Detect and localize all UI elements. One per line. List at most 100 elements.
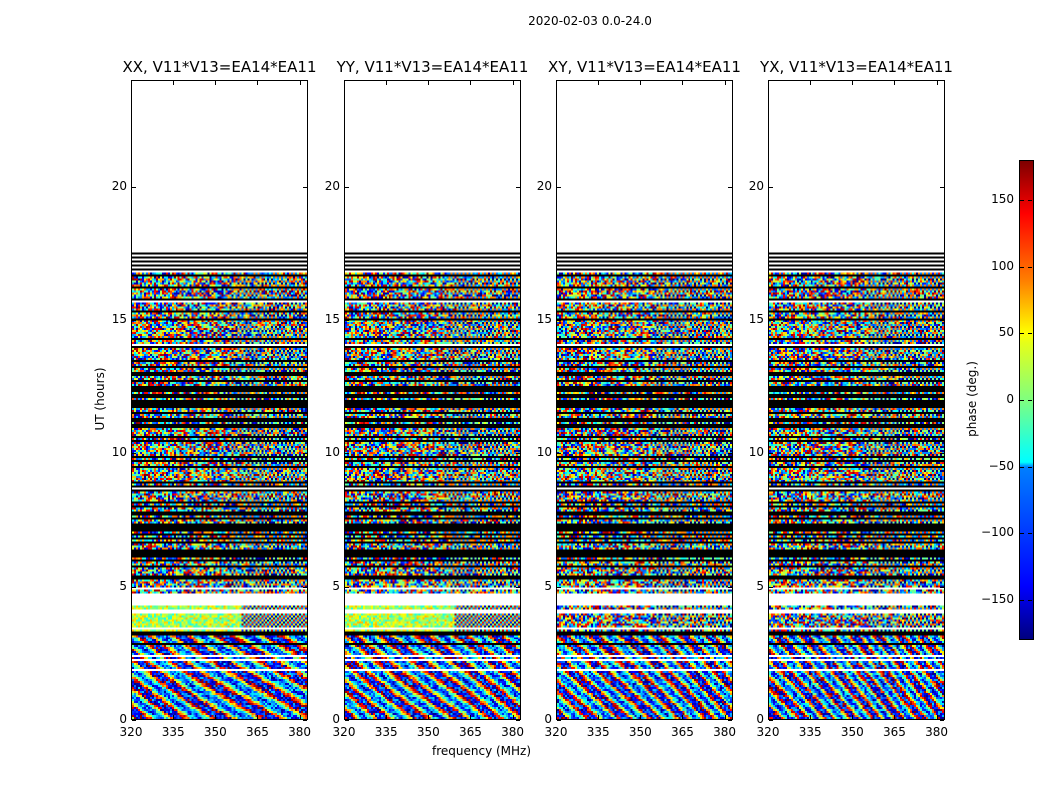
- x-tick-mark: [215, 81, 217, 85]
- y-tick-label: 0: [332, 712, 340, 726]
- x-tick-mark: [428, 715, 430, 719]
- y-tick-label: 0: [544, 712, 552, 726]
- y-tick-mark: [345, 320, 349, 321]
- y-tick-mark: [728, 453, 732, 455]
- x-tick-mark: [640, 715, 642, 719]
- y-tick-mark: [345, 453, 349, 455]
- y-tick-mark: [516, 720, 520, 721]
- figure-suptitle: 2020-02-03 0.0-24.0: [528, 14, 652, 28]
- y-tick-mark: [303, 720, 307, 721]
- colorbar-tick-mark: [1020, 533, 1033, 535]
- x-tick-label: 320: [332, 725, 356, 739]
- x-tick-mark: [682, 81, 684, 85]
- y-tick-label: 10: [324, 445, 340, 460]
- y-tick-mark: [345, 586, 349, 588]
- y-tick-mark: [769, 186, 773, 188]
- x-tick-label: 380: [925, 725, 949, 739]
- y-tick-mark: [728, 720, 732, 721]
- y-axis-label: UT (hours): [93, 367, 107, 431]
- x-tick-label: 365: [458, 725, 482, 739]
- x-tick-label: 350: [203, 725, 227, 739]
- x-tick-mark: [344, 715, 345, 719]
- x-tick-label: 380: [288, 725, 312, 739]
- y-tick-label: 0: [119, 712, 127, 726]
- y-tick-mark: [303, 320, 307, 321]
- x-tick-mark: [470, 715, 472, 719]
- y-tick-mark: [557, 453, 561, 455]
- x-tick-mark: [936, 81, 938, 85]
- x-tick-mark: [936, 715, 938, 719]
- y-tick-mark: [132, 586, 136, 588]
- y-tick-label: 10: [111, 445, 127, 460]
- phase-waterfall-panel: [768, 80, 945, 720]
- y-tick-mark: [940, 186, 944, 188]
- y-tick-mark: [557, 320, 561, 321]
- y-tick-mark: [769, 453, 773, 455]
- x-tick-mark: [299, 81, 301, 85]
- y-tick-mark: [345, 186, 349, 188]
- x-tick-mark: [386, 715, 388, 719]
- y-tick-label: 15: [111, 312, 127, 326]
- x-tick-label: 320: [544, 725, 568, 739]
- y-tick-label: 10: [536, 445, 552, 460]
- x-tick-mark: [386, 81, 388, 85]
- colorbar-tick-label: −150: [981, 592, 1014, 606]
- colorbar-tick-label: −50: [988, 458, 1014, 473]
- x-tick-mark: [173, 81, 175, 85]
- x-tick-label: 380: [501, 725, 525, 739]
- y-tick-mark: [769, 320, 773, 321]
- panel-title: YX, V11*V13=EA14*EA11: [760, 58, 953, 76]
- x-tick-label: 335: [161, 725, 185, 739]
- y-tick-mark: [132, 453, 136, 455]
- colorbar-tick-label: 100: [991, 258, 1014, 273]
- x-tick-mark: [682, 715, 684, 719]
- x-tick-mark: [768, 715, 769, 719]
- colorbar-tick-label: 0: [1006, 392, 1014, 406]
- x-tick-mark: [894, 81, 896, 85]
- x-tick-mark: [257, 81, 259, 85]
- y-tick-mark: [940, 586, 944, 588]
- x-tick-mark: [852, 81, 854, 85]
- y-tick-mark: [769, 720, 773, 721]
- y-tick-mark: [516, 186, 520, 188]
- colorbar-tick-mark: [1020, 600, 1033, 601]
- y-tick-mark: [132, 720, 136, 721]
- colorbar-tick-mark: [1020, 200, 1033, 201]
- x-tick-mark: [598, 81, 600, 85]
- y-tick-label: 15: [324, 312, 340, 326]
- colorbar-tick-mark: [1020, 333, 1033, 335]
- y-tick-mark: [557, 186, 561, 188]
- phase-waterfall-panel: [556, 80, 733, 720]
- y-tick-mark: [728, 186, 732, 188]
- x-tick-mark: [131, 81, 132, 85]
- y-tick-mark: [940, 320, 944, 321]
- x-tick-label: 320: [756, 725, 780, 739]
- x-tick-mark: [810, 715, 812, 719]
- heatmap-image: [557, 81, 732, 719]
- x-tick-mark: [257, 715, 259, 719]
- y-tick-mark: [557, 720, 561, 721]
- colorbar-tick-mark: [1020, 266, 1033, 268]
- y-tick-mark: [728, 320, 732, 321]
- y-tick-mark: [132, 186, 136, 188]
- y-tick-label: 15: [536, 312, 552, 326]
- x-tick-mark: [470, 81, 472, 85]
- x-tick-label: 335: [374, 725, 398, 739]
- y-tick-label: 5: [332, 578, 340, 593]
- y-tick-label: 0: [756, 712, 764, 726]
- panel-title: XY, V11*V13=EA14*EA11: [548, 58, 741, 76]
- y-tick-mark: [132, 320, 136, 321]
- y-tick-mark: [940, 453, 944, 455]
- x-tick-mark: [344, 81, 345, 85]
- heatmap-image: [345, 81, 520, 719]
- y-tick-label: 20: [536, 178, 552, 193]
- y-tick-mark: [303, 586, 307, 588]
- y-tick-mark: [516, 586, 520, 588]
- x-tick-mark: [556, 715, 557, 719]
- x-tick-label: 350: [416, 725, 440, 739]
- x-tick-mark: [852, 715, 854, 719]
- y-tick-label: 20: [324, 178, 340, 193]
- y-tick-label: 20: [748, 178, 764, 193]
- x-tick-label: 365: [882, 725, 906, 739]
